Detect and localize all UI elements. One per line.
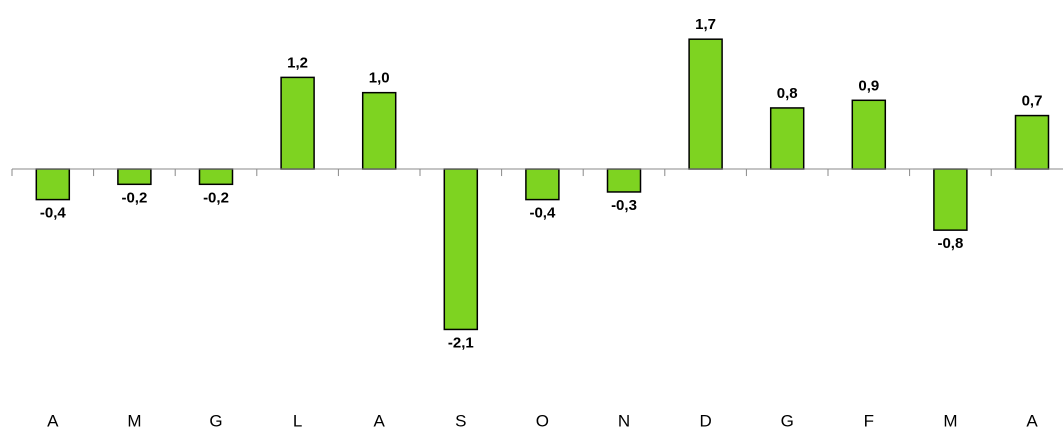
x-tick-label: N (618, 411, 630, 430)
bar (361, 91, 397, 170)
x-tick-label: S (455, 411, 466, 430)
x-tick-label: D (699, 411, 711, 430)
value-label: -0,4 (40, 205, 67, 222)
bar (769, 107, 805, 170)
x-tick-label: F (864, 411, 874, 430)
x-tick-label: G (781, 411, 794, 430)
bar (1014, 114, 1050, 170)
x-tick-label: M (943, 411, 957, 430)
value-label: -0,8 (937, 235, 963, 252)
bar (606, 168, 642, 193)
bar (280, 76, 315, 170)
x-tick-label: A (374, 411, 386, 430)
bar (117, 168, 152, 186)
bar (933, 168, 968, 231)
x-tick-label: A (47, 411, 59, 430)
bar (443, 168, 479, 331)
value-label: 0,8 (777, 85, 798, 102)
value-label: 1,2 (287, 54, 308, 71)
x-tick-label: G (209, 411, 222, 430)
value-label: -0,3 (611, 197, 637, 214)
bar (688, 38, 723, 170)
bar (525, 168, 560, 201)
x-tick-label: A (1026, 411, 1038, 430)
value-label: 0,7 (1022, 93, 1043, 110)
x-tick-label: L (293, 411, 302, 430)
bar (35, 168, 71, 201)
value-label: -0,4 (529, 205, 556, 222)
bar (851, 99, 887, 170)
value-label: -0,2 (203, 189, 229, 206)
value-label: -0,2 (121, 189, 147, 206)
x-tick-label: O (536, 411, 549, 430)
x-tick-label: M (127, 411, 141, 430)
value-label: -2,1 (448, 334, 474, 351)
value-label: 0,9 (858, 77, 879, 94)
bar (198, 168, 234, 186)
value-label: 1,7 (695, 16, 716, 33)
value-label: 1,0 (369, 70, 390, 87)
